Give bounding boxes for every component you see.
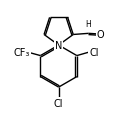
Text: H: H (85, 20, 91, 29)
Text: CF₃: CF₃ (13, 47, 30, 57)
Text: Cl: Cl (88, 47, 98, 57)
Text: N: N (54, 41, 62, 51)
Text: O: O (96, 30, 103, 40)
Text: Cl: Cl (53, 98, 63, 108)
